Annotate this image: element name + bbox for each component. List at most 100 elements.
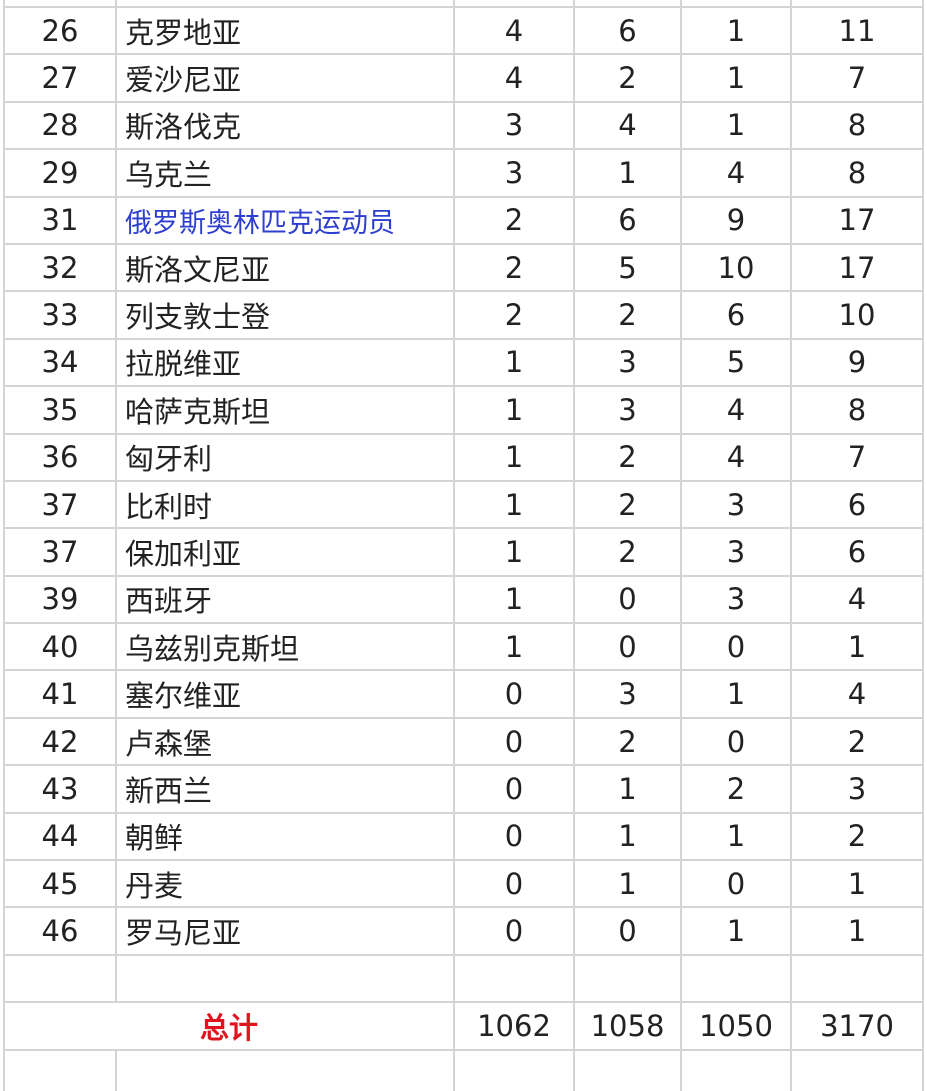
empty-cell (573, 1049, 682, 1091)
bronze-cell: 6 (680, 290, 792, 340)
total-cell: 8 (790, 148, 924, 198)
total-cell: 1 (790, 859, 924, 909)
silver-cell: 2 (573, 290, 682, 340)
totals-gold: 1062 (453, 1001, 575, 1052)
total-cell: 6 (790, 527, 924, 577)
rank-cell: 41 (3, 669, 117, 719)
gold-cell: 0 (453, 811, 575, 862)
table-row: 45 丹麦 0 1 0 1 (3, 859, 924, 909)
total-cell: 7 (790, 432, 924, 482)
table-row: 43 新西兰 0 1 2 3 (3, 764, 924, 814)
blank-row (3, 953, 924, 1004)
country-cell: 丹麦 (115, 859, 455, 909)
table-row: 46 罗马尼亚 0 0 1 1 (3, 906, 924, 956)
table-row: 37 比利时 1 2 3 6 (3, 479, 924, 530)
rank-cell: 45 (3, 859, 117, 909)
country-cell: 罗马尼亚 (115, 906, 455, 956)
silver-cell: 3 (573, 337, 682, 388)
empty-cell (3, 953, 117, 1004)
silver-cell: 2 (573, 432, 682, 482)
partial-row (3, 1049, 924, 1091)
silver-cell: 2 (573, 527, 682, 577)
rank-cell: 37 (3, 479, 117, 530)
country-cell: 匈牙利 (115, 432, 455, 482)
bronze-cell: 5 (680, 337, 792, 388)
totals-silver: 1058 (573, 1001, 682, 1052)
silver-cell: 3 (573, 385, 682, 435)
bronze-cell: 1 (680, 811, 792, 862)
table-row: 31 俄罗斯奥林匹克运动员 2 6 9 17 (3, 195, 924, 245)
silver-cell: 2 (573, 479, 682, 530)
gold-cell: 1 (453, 622, 575, 672)
empty-cell (453, 953, 575, 1004)
totals-bronze: 1050 (680, 1001, 792, 1052)
country-cell[interactable]: 俄罗斯奥林匹克运动员 (115, 195, 455, 245)
rank-cell: 33 (3, 290, 117, 340)
totals-total: 3170 (790, 1001, 924, 1052)
country-cell: 拉脱维亚 (115, 337, 455, 388)
gold-cell: 1 (453, 432, 575, 482)
silver-cell: 1 (573, 764, 682, 814)
silver-cell: 2 (573, 716, 682, 767)
bronze-cell: 3 (680, 574, 792, 625)
table-row: 40 乌兹别克斯坦 1 0 0 1 (3, 622, 924, 672)
bronze-cell: 3 (680, 527, 792, 577)
gold-cell: 0 (453, 764, 575, 814)
bronze-cell: 0 (680, 622, 792, 672)
table-row: 44 朝鲜 0 1 1 2 (3, 811, 924, 862)
table-row: 33 列支敦士登 2 2 6 10 (3, 290, 924, 340)
silver-cell: 6 (573, 5, 682, 56)
gold-cell: 3 (453, 148, 575, 198)
table-row: 26 克罗地亚 4 6 1 11 (3, 5, 924, 56)
rank-cell: 42 (3, 716, 117, 767)
total-cell: 4 (790, 574, 924, 625)
gold-cell: 1 (453, 527, 575, 577)
silver-cell: 1 (573, 148, 682, 198)
gold-cell: 2 (453, 195, 575, 245)
empty-cell (115, 953, 455, 1004)
total-cell: 1 (790, 622, 924, 672)
country-cell: 乌克兰 (115, 148, 455, 198)
bronze-cell: 0 (680, 859, 792, 909)
silver-cell: 3 (573, 669, 682, 719)
rank-cell: 37 (3, 527, 117, 577)
bronze-cell: 2 (680, 764, 792, 814)
bronze-cell: 3 (680, 479, 792, 530)
silver-cell: 2 (573, 53, 682, 103)
table-row: 28 斯洛伐克 3 4 1 8 (3, 100, 924, 151)
silver-cell: 1 (573, 859, 682, 909)
country-cell: 斯洛伐克 (115, 100, 455, 151)
silver-cell: 6 (573, 195, 682, 245)
bronze-cell: 1 (680, 53, 792, 103)
bronze-cell: 4 (680, 432, 792, 482)
rank-cell: 43 (3, 764, 117, 814)
rank-cell: 29 (3, 148, 117, 198)
rank-cell: 27 (3, 53, 117, 103)
rank-cell: 40 (3, 622, 117, 672)
country-cell: 斯洛文尼亚 (115, 242, 455, 293)
table-row: 27 爱沙尼亚 4 2 1 7 (3, 53, 924, 103)
total-cell: 4 (790, 669, 924, 719)
country-cell: 保加利亚 (115, 527, 455, 577)
empty-cell (680, 1049, 792, 1091)
bronze-cell: 0 (680, 716, 792, 767)
table-row: 42 卢森堡 0 2 0 2 (3, 716, 924, 767)
rank-cell: 28 (3, 100, 117, 151)
gold-cell: 4 (453, 53, 575, 103)
empty-cell (790, 1049, 924, 1091)
table-row: 39 西班牙 1 0 3 4 (3, 574, 924, 625)
country-cell: 塞尔维亚 (115, 669, 455, 719)
country-cell: 朝鲜 (115, 811, 455, 862)
silver-cell: 0 (573, 574, 682, 625)
empty-cell (680, 953, 792, 1004)
table-row: 29 乌克兰 3 1 4 8 (3, 148, 924, 198)
total-cell: 6 (790, 479, 924, 530)
totals-row: 总计 1062 1058 1050 3170 (3, 1001, 924, 1052)
total-cell: 2 (790, 716, 924, 767)
rank-cell: 44 (3, 811, 117, 862)
bronze-cell: 4 (680, 385, 792, 435)
totals-label: 总计 (3, 1001, 455, 1052)
country-cell: 西班牙 (115, 574, 455, 625)
country-cell: 比利时 (115, 479, 455, 530)
rank-cell: 46 (3, 906, 117, 956)
